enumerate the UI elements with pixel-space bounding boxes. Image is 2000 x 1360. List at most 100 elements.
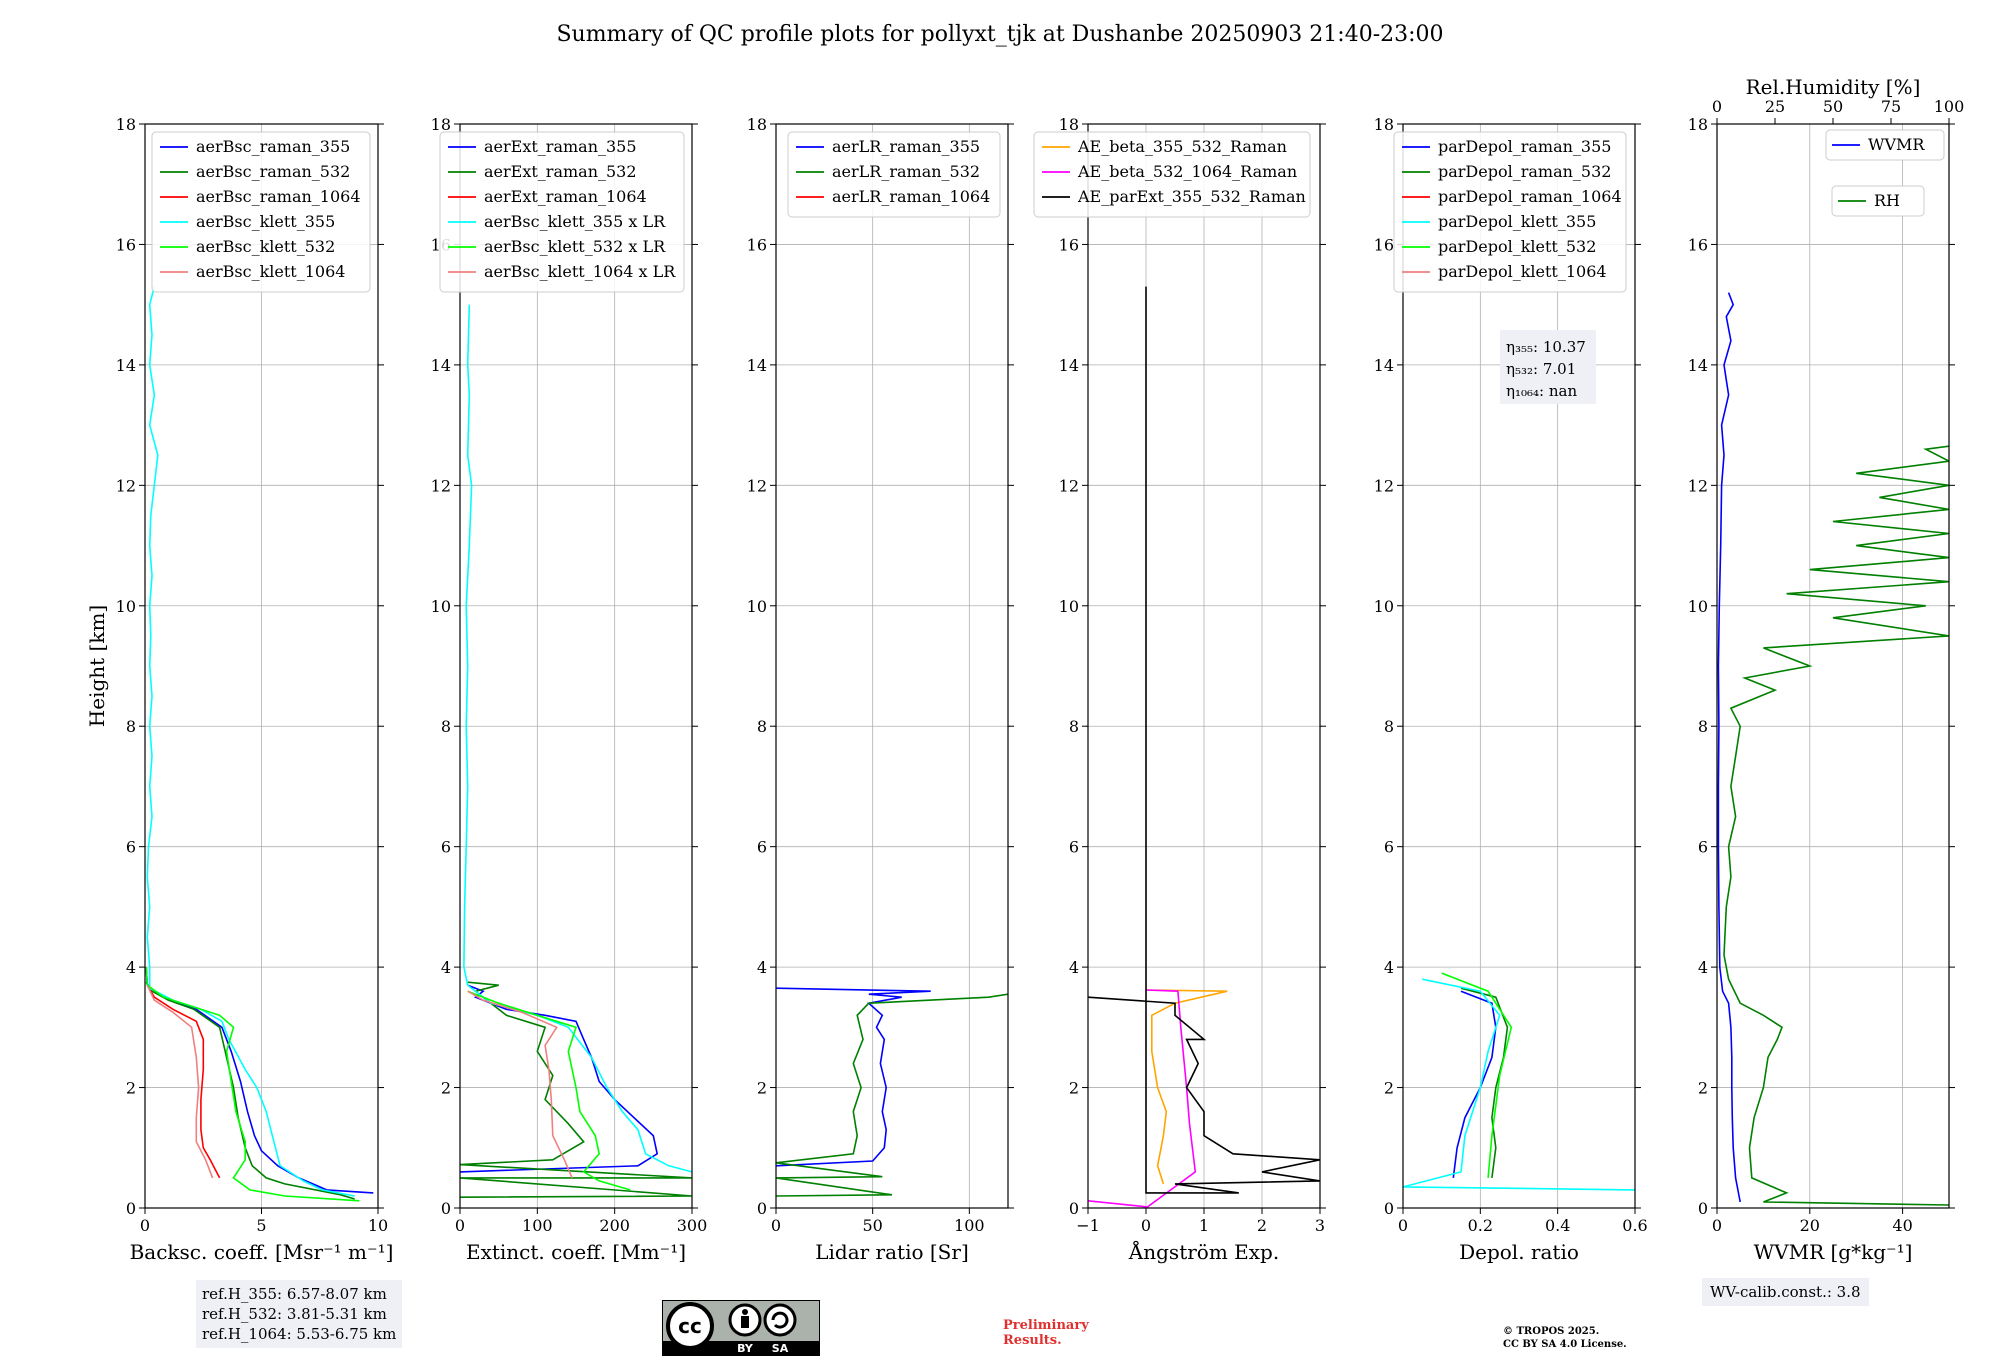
panel-wvmr-top-xtick-label-3: 75 — [1881, 97, 1901, 116]
panel-backscatter-series-3 — [146, 286, 355, 1197]
panel-angstrom-series-2 — [1088, 286, 1320, 1194]
panel-depol-frame — [1402, 123, 1636, 1209]
panel-depol-legend-label-0: parDepol_raman_355 — [1438, 137, 1611, 156]
panel-lidar_ratio-ytick-label-2: 4 — [757, 958, 767, 977]
panel-backscatter-ytick-label-2: 4 — [126, 958, 136, 977]
panel-backscatter-ytick-label-3: 6 — [126, 838, 136, 857]
panel-wvmr-ytick-label-0: 0 — [1698, 1199, 1708, 1218]
by-icon-head — [742, 1309, 748, 1315]
panel-angstrom-ytick-label-5: 10 — [1059, 597, 1079, 616]
panel-angstrom-ytick-label-9: 18 — [1059, 115, 1079, 134]
panel-angstrom-ytick-label-1: 2 — [1069, 1079, 1079, 1098]
panel-depol-legend-label-5: parDepol_klett_1064 — [1438, 262, 1607, 281]
panel-wvmr-top-xtick-label-2: 50 — [1823, 97, 1843, 116]
panel-backscatter-series-0 — [145, 967, 374, 1194]
panel-depol-ytick-label-6: 12 — [1374, 476, 1394, 495]
panel-backscatter-series-1 — [145, 981, 355, 1200]
panel-extinction-frame — [459, 123, 693, 1209]
panel-angstrom-xtick-label-0: −1 — [1076, 1216, 1100, 1235]
panel-extinction-ytick-label-4: 8 — [441, 717, 451, 736]
panel-extinction-ytick-label-6: 12 — [431, 476, 451, 495]
panel-depol-xtick-label-3: 0.6 — [1622, 1216, 1647, 1235]
panel-backscatter-legend-label-3: aerBsc_klett_355 — [196, 212, 335, 231]
panel-angstrom-xtick-label-4: 3 — [1315, 1216, 1325, 1235]
panel-backscatter-legend-box — [151, 131, 371, 293]
panel-wvmr-ytick-label-7: 14 — [1688, 356, 1708, 375]
panel-lidar_ratio-xtick-label-2: 100 — [954, 1216, 985, 1235]
panel-backscatter-ytick-label-8: 16 — [116, 235, 136, 254]
panel-wvmr-ytick-label-2: 4 — [1698, 958, 1708, 977]
wv-calib-box: WV-calib.const.: 3.8 — [1702, 1278, 1869, 1306]
panel-lidar_ratio-ytick-label-3: 6 — [757, 838, 767, 857]
panel-depol-legend-label-2: parDepol_raman_1064 — [1438, 187, 1622, 206]
panel-angstrom-legend-label-0: AE_beta_355_532_Raman — [1077, 137, 1287, 156]
panel-wvmr-series-0 — [1717, 292, 1741, 1203]
panel-wvmr-series-1 — [1723, 445, 1949, 1206]
panel-wvmr-top-xtick-label-0: 0 — [1712, 97, 1722, 116]
panel-depol-ytick-label-9: 18 — [1374, 115, 1394, 134]
panel-wvmr-legend-label-1: RH — [1874, 191, 1900, 210]
panel-extinction-series-4 — [467, 990, 631, 1191]
panel-backscatter-ytick-label-6: 12 — [116, 476, 136, 495]
panel-extinction-legend-label-3: aerBsc_klett_355 x LR — [484, 212, 666, 231]
panel-angstrom-ytick-label-6: 12 — [1059, 476, 1079, 495]
panel-depol-legend-label-3: parDepol_klett_355 — [1438, 212, 1596, 231]
panel-depol-xlabel: Depol. ratio — [1459, 1240, 1579, 1264]
panel-backscatter-ytick-label-5: 10 — [116, 597, 136, 616]
panel-backscatter-legend-label-0: aerBsc_raman_355 — [196, 137, 350, 156]
panel-extinction-series-3 — [463, 304, 692, 1173]
cc-logo-text: cc — [678, 1314, 702, 1338]
panel-depol-xtick-label-2: 0.4 — [1545, 1216, 1570, 1235]
panel-backscatter-ytick-label-1: 2 — [126, 1079, 136, 1098]
panel-depol-series-0 — [1452, 990, 1497, 1179]
panel-lidar_ratio-series-0 — [776, 987, 931, 1167]
panel-backscatter-xtick-label-1: 5 — [256, 1216, 266, 1235]
copyright-line-2: CC BY SA 4.0 License. — [1503, 1339, 1627, 1350]
panel-angstrom-series-1 — [1088, 989, 1197, 1208]
panel-wvmr-ytick-label-8: 16 — [1688, 235, 1708, 254]
panel-backscatter-legend-label-2: aerBsc_raman_1064 — [196, 187, 361, 206]
panel-depol-eta-label-1: η₅₃₂: 7.01 — [1506, 360, 1576, 378]
panel-wvmr-legend-box-0 — [1825, 129, 1945, 161]
panel-lidar_ratio-ytick-label-6: 12 — [747, 476, 767, 495]
panel-depol-series-3 — [1403, 978, 1635, 1191]
sa-share-alike-icon — [763, 1303, 797, 1337]
panel-wvmr-ytick-label-3: 6 — [1698, 838, 1708, 857]
panel-wvmr-top-xtick-label-1: 25 — [1765, 97, 1785, 116]
panel-backscatter-xtick-label-2: 10 — [368, 1216, 388, 1235]
panel-depol-legend-label-4: parDepol_klett_532 — [1438, 237, 1596, 256]
panel-angstrom-legend-box — [1033, 131, 1311, 218]
panel-depol-ytick-label-7: 14 — [1374, 356, 1394, 375]
panel-extinction-ytick-label-7: 14 — [431, 356, 451, 375]
panel-lidar_ratio-ytick-label-9: 18 — [747, 115, 767, 134]
panel-backscatter-xlabel: Backsc. coeff. [Msr⁻¹ m⁻¹] — [130, 1240, 394, 1264]
panel-depol-ytick-label-3: 6 — [1384, 838, 1394, 857]
panel-extinction-ytick-label-5: 10 — [431, 597, 451, 616]
panel-depol-xtick-label-0: 0 — [1398, 1216, 1408, 1235]
cc-by-label: BY — [737, 1342, 754, 1355]
panel-extinction-series-5 — [467, 990, 573, 1179]
panel-wvmr-ytick-label-1: 2 — [1698, 1079, 1708, 1098]
reference-height-box: ref.H_355: 6.57-8.07 km ref.H_532: 3.81-… — [196, 1280, 403, 1348]
panel-backscatter-series-4 — [145, 967, 360, 1202]
preliminary-line-2: Results. — [1003, 1333, 1062, 1348]
panel-extinction-xtick-label-0: 0 — [455, 1216, 465, 1235]
panel-extinction-legend-label-1: aerExt_raman_532 — [484, 162, 637, 181]
panel-depol-legend-box — [1393, 131, 1627, 293]
copyright-line-1: © TROPOS 2025. — [1503, 1326, 1600, 1337]
panel-angstrom-ytick-label-8: 16 — [1059, 235, 1079, 254]
panel-angstrom-xtick-label-2: 1 — [1199, 1216, 1209, 1235]
panel-angstrom-ytick-label-0: 0 — [1069, 1199, 1079, 1218]
panel-depol-ytick-label-1: 2 — [1384, 1079, 1394, 1098]
panel-depol-eta-box — [1500, 330, 1596, 404]
panel-angstrom-series-0 — [1145, 989, 1228, 1185]
panel-backscatter-ytick-label-9: 18 — [116, 115, 136, 134]
panel-extinction-legend-label-2: aerExt_raman_1064 — [484, 187, 647, 206]
panel-angstrom-ytick-label-3: 6 — [1069, 838, 1079, 857]
preliminary-results-note: Preliminary Results. — [1003, 1318, 1089, 1348]
panel-lidar_ratio-ytick-label-0: 0 — [757, 1199, 767, 1218]
panel-angstrom-ytick-label-7: 14 — [1059, 356, 1079, 375]
panel-depol-series-1 — [1460, 987, 1509, 1179]
panel-backscatter-series-5 — [146, 984, 214, 1179]
